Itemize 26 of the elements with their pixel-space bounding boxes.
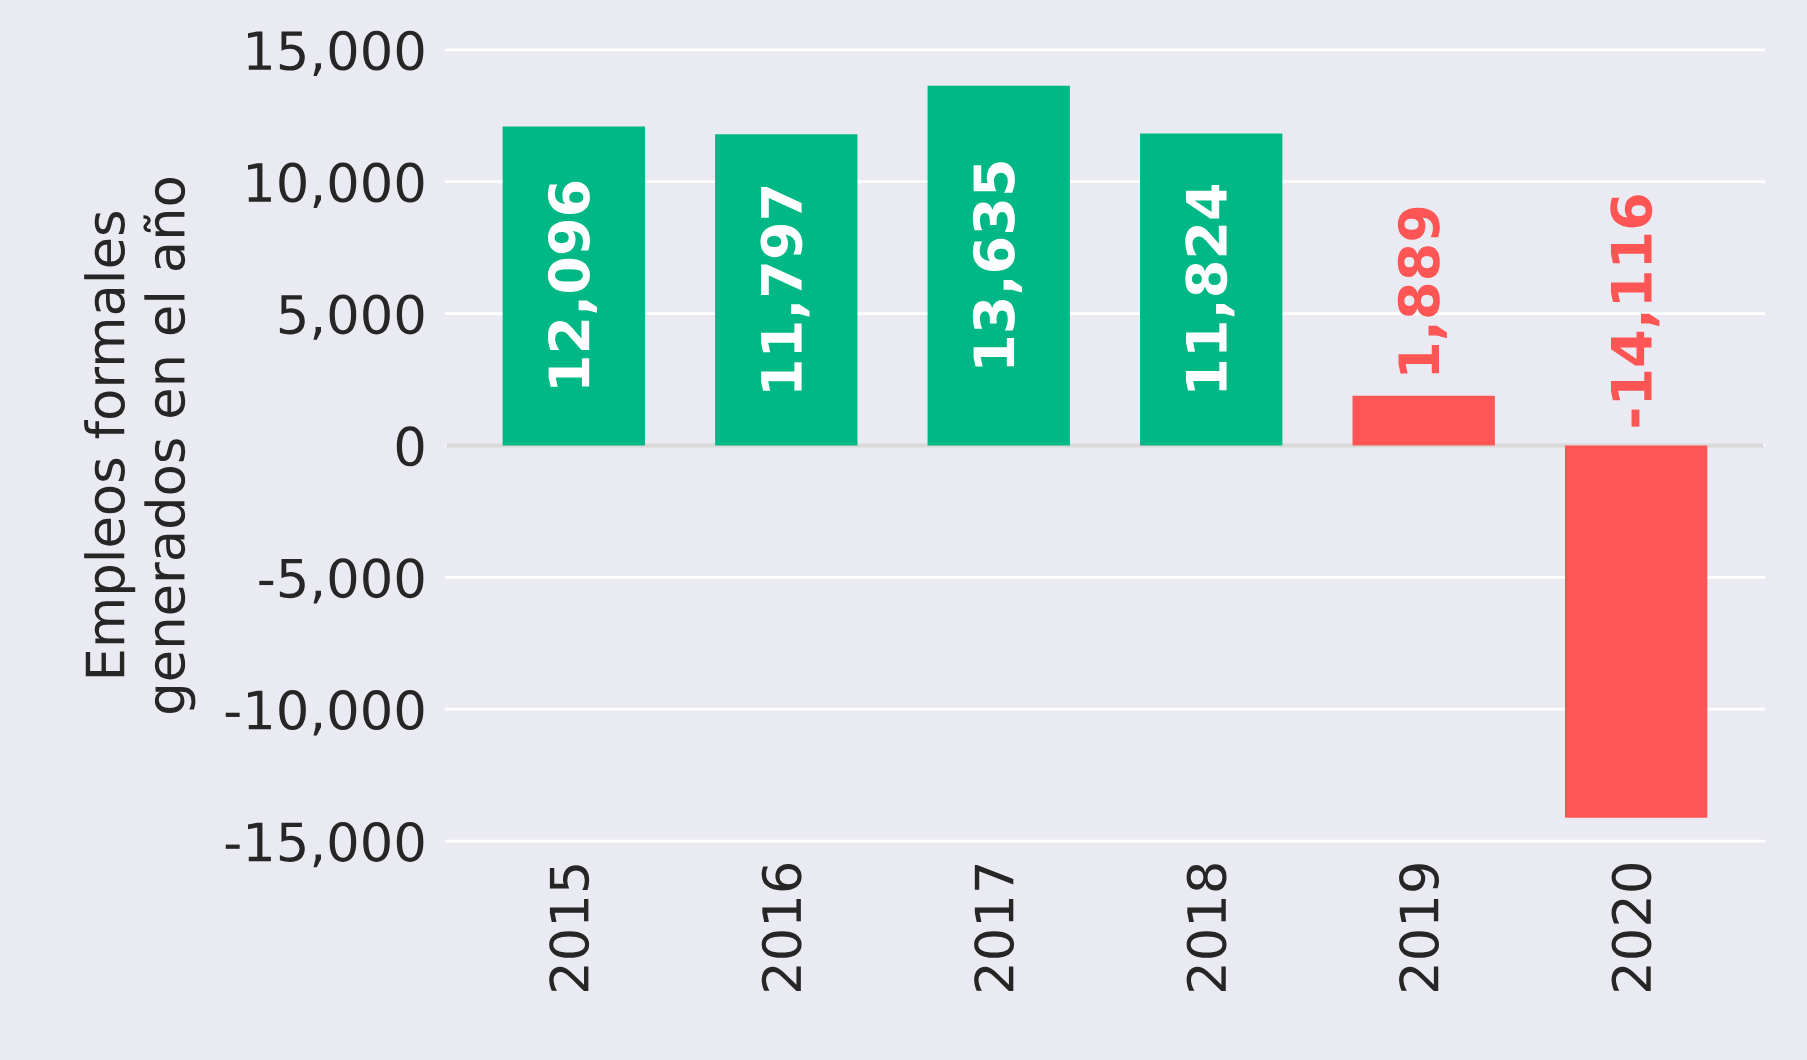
y-tick-label: -10,000 (225, 690, 424, 736)
bar (1140, 133, 1283, 446)
data-label: 13,635 (972, 162, 1022, 367)
bar (927, 85, 1070, 446)
bar (715, 134, 858, 446)
y-tick-label: -15,000 (225, 821, 424, 868)
data-label: 11,824 (1185, 184, 1235, 391)
data-label: 1,889 (1397, 207, 1447, 374)
y-tick-label: 15,000 (248, 30, 424, 77)
x-tick-label: 2019 (1399, 864, 1439, 992)
data-label: 12,096 (547, 181, 598, 387)
y-tick-label: 10,000 (248, 162, 424, 208)
bar (1352, 395, 1495, 446)
y-tick-label: 5,000 (279, 294, 424, 340)
x-tick-label: 2018 (1186, 864, 1227, 992)
y-tick-label: 0 (396, 426, 424, 467)
x-tick-label: 2017 (974, 865, 1015, 992)
y-axis-title: Empleos formales generados en el año (84, 178, 196, 713)
bar (502, 126, 645, 446)
x-tick-label: 2015 (549, 865, 590, 992)
y-tick-label: -5,000 (259, 558, 424, 604)
data-label: -14,116 (1610, 195, 1660, 427)
data-label: 11,797 (760, 187, 810, 391)
x-tick-label: 2020 (1611, 864, 1652, 992)
bar (1564, 445, 1708, 818)
x-tick-label: 2016 (761, 863, 802, 992)
